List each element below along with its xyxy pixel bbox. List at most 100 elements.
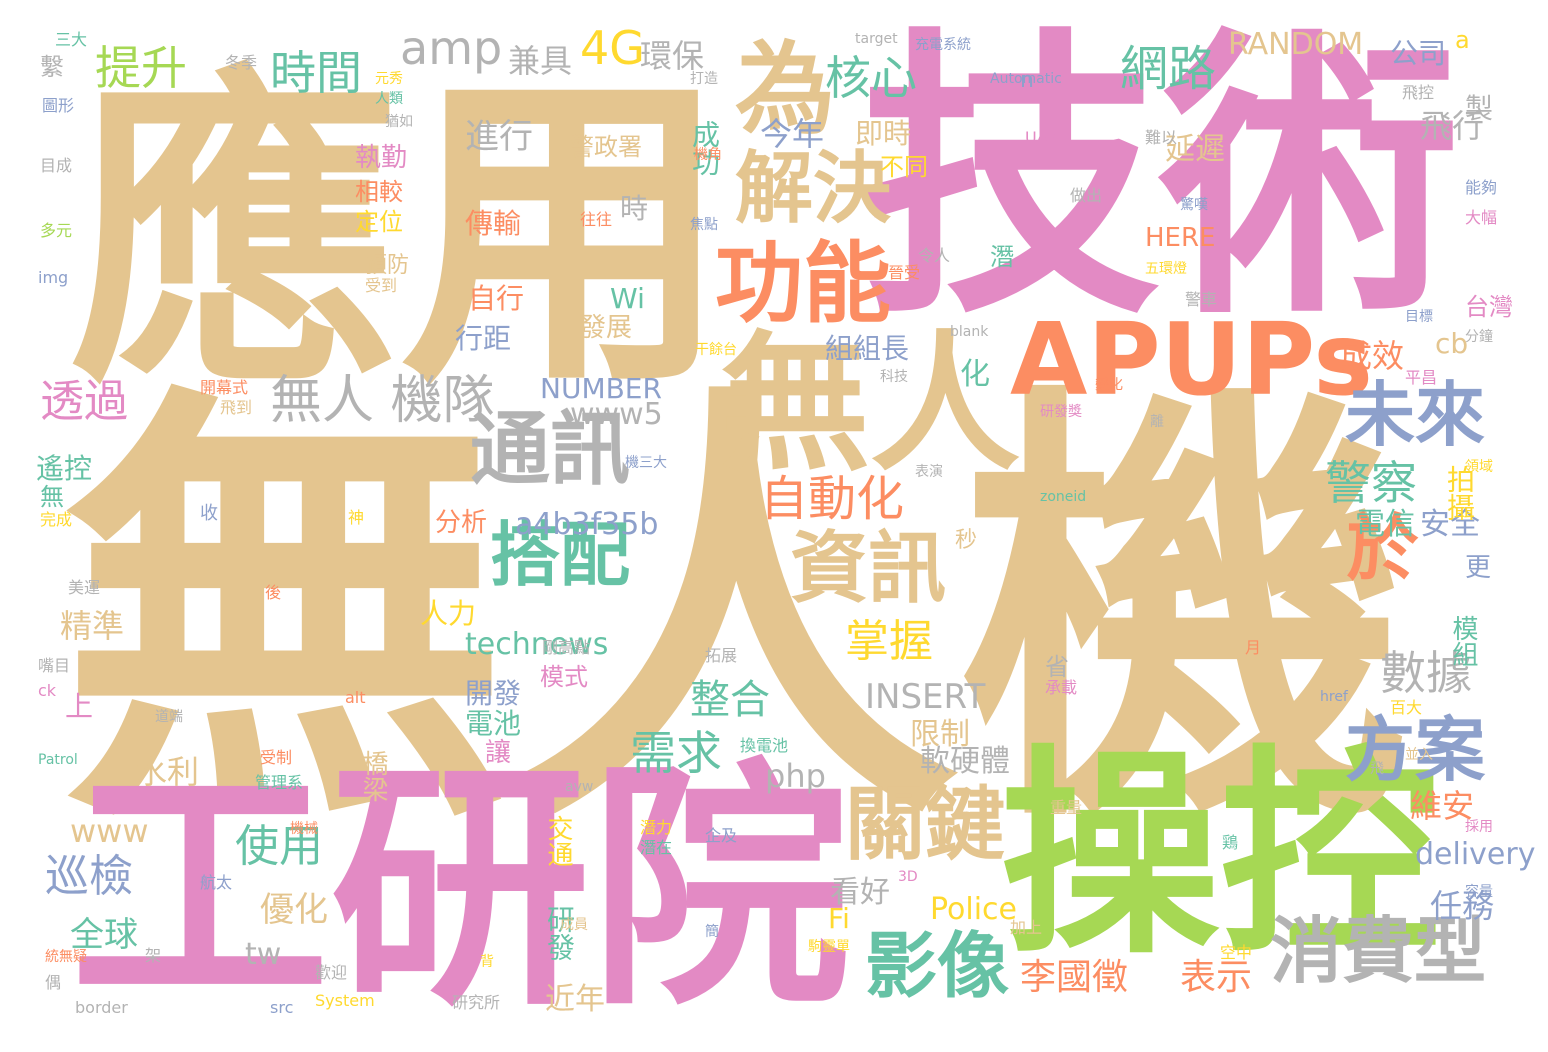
cloud-word: 模組 xyxy=(1448,615,1478,667)
cloud-word: 航太 xyxy=(200,873,233,892)
cloud-word: UAV xyxy=(1025,128,1058,147)
cloud-word: www5 xyxy=(570,397,663,432)
cloud-word: 成效 xyxy=(1340,337,1405,375)
cloud-word: 飛 xyxy=(1370,761,1384,777)
cloud-word: 全球 xyxy=(70,915,138,955)
cloud-word: 掌握 xyxy=(845,616,933,667)
cloud-word: 資訊 xyxy=(790,524,947,614)
cloud-word: 不同 xyxy=(880,153,928,181)
cloud-word: zoneid xyxy=(1040,489,1087,505)
cloud-word: 警察 xyxy=(1325,456,1417,510)
cloud-word: 進行 xyxy=(465,117,533,157)
cloud-word: 簡 xyxy=(705,924,719,940)
cloud-word: 搭配 xyxy=(490,514,630,596)
cloud-word: Wi xyxy=(610,282,645,315)
cloud-word: 五環燈 xyxy=(1145,261,1187,277)
cloud-word: 組組長 xyxy=(825,332,910,365)
cloud-word: 通訊 xyxy=(470,403,630,496)
cloud-word: INSERT xyxy=(865,677,986,717)
cloud-word: 核心 xyxy=(825,51,917,105)
cloud-word: 警政署 xyxy=(570,133,642,161)
cloud-word: 研發獎 xyxy=(1040,404,1082,420)
cloud-word: 電信 xyxy=(1355,507,1415,542)
cloud-word: alt xyxy=(345,688,366,707)
cloud-word: 能夠 xyxy=(1465,178,1498,197)
cloud-word: 三大 xyxy=(55,30,88,49)
cloud-word: 行距 xyxy=(455,322,512,355)
cloud-word: 技術 xyxy=(860,5,1460,354)
cloud-word: 軟硬體 xyxy=(920,744,1010,779)
cloud-word: 月 xyxy=(1245,638,1262,657)
cloud-word: 工研院 xyxy=(70,739,850,1041)
cloud-word: 駒靈單 xyxy=(808,939,850,955)
cloud-word: a xyxy=(1455,26,1470,54)
cloud-word: 省 xyxy=(1045,653,1069,681)
cloud-word: 傳輸 xyxy=(465,207,522,240)
cloud-word: blank xyxy=(950,324,989,340)
cloud-word: 圖形 xyxy=(42,96,75,115)
cloud-word: 表示 xyxy=(1180,957,1253,998)
cloud-word: src xyxy=(270,998,294,1017)
cloud-word: 方案 xyxy=(1345,709,1485,791)
cloud-word: 機械 xyxy=(290,821,318,837)
cloud-word: 化 xyxy=(960,357,990,392)
cloud-word: 無人 xyxy=(720,318,1021,492)
cloud-word: 美運 xyxy=(68,578,101,597)
cloud-word: 自行 xyxy=(468,282,525,315)
cloud-word: Fi xyxy=(828,902,850,935)
cloud-word: ck xyxy=(38,681,57,700)
cloud-word: 提升 xyxy=(95,41,187,95)
cloud-word: 架 xyxy=(145,946,162,965)
cloud-word: 冬季 xyxy=(225,53,258,72)
cloud-word: 水利 xyxy=(135,753,200,791)
cloud-word: 重量 xyxy=(1050,798,1083,817)
cloud-word: 目成 xyxy=(40,156,73,175)
cloud-word: 平昌 xyxy=(1405,368,1438,387)
cloud-word: 科技 xyxy=(880,369,908,385)
cloud-word: 透過 xyxy=(40,376,128,427)
cloud-word: 加上 xyxy=(1010,918,1043,937)
cloud-word: avw xyxy=(565,779,594,795)
cloud-word: 自動化 xyxy=(760,471,905,527)
cloud-word: 定位 xyxy=(355,208,403,236)
cloud-word: href xyxy=(1320,689,1348,705)
cloud-word: 研發 xyxy=(543,905,576,961)
cloud-word: 並入 xyxy=(1405,747,1433,763)
cloud-word: 安全 xyxy=(1420,507,1480,542)
cloud-word: 相較 xyxy=(355,178,403,206)
cloud-word: amp xyxy=(400,21,503,75)
cloud-word: technews xyxy=(465,627,609,662)
cloud-word: a4b3f35b xyxy=(515,507,659,542)
cloud-word: APUPs xyxy=(1010,301,1373,418)
cloud-word: 無人 機隊 xyxy=(270,371,495,431)
cloud-word: 偶 xyxy=(45,973,62,992)
cloud-word: 晉受 xyxy=(888,263,921,282)
cloud-word: 讓 xyxy=(485,738,512,768)
cloud-word: 後 xyxy=(265,583,282,602)
cloud-word: www xyxy=(70,812,149,850)
cloud-word: 成員 xyxy=(560,917,588,933)
cloud-word: 人力 xyxy=(420,597,477,630)
cloud-word: 使用 xyxy=(235,821,323,872)
cloud-word: 優化 xyxy=(260,890,328,930)
cloud-word: Police xyxy=(930,892,1017,927)
cloud-word: 表演 xyxy=(915,464,943,480)
cloud-word: 橋梁 xyxy=(358,750,388,802)
cloud-word: 環保 xyxy=(640,37,705,75)
cloud-word: 鶏 xyxy=(1222,833,1239,852)
cloud-word: 變化 xyxy=(1095,377,1123,393)
cloud-word: 警車 xyxy=(1185,290,1218,309)
cloud-word: 交通 xyxy=(543,815,573,867)
cloud-word: 企及 xyxy=(705,826,738,845)
cloud-word: 難以 xyxy=(1145,128,1178,147)
cloud-word: 即時 xyxy=(855,117,912,150)
cloud-word: target xyxy=(855,31,898,47)
cloud-word: 數據 xyxy=(1380,646,1472,700)
cloud-word: 為 xyxy=(735,31,835,148)
cloud-word: 收 xyxy=(200,503,218,524)
cloud-word: 功能 xyxy=(715,232,892,335)
cloud-word: 秒 xyxy=(955,528,978,553)
cloud-word: 製 xyxy=(1465,92,1494,125)
cloud-word: 精準 xyxy=(60,607,125,645)
cloud-word: 公司 xyxy=(1390,37,1447,70)
